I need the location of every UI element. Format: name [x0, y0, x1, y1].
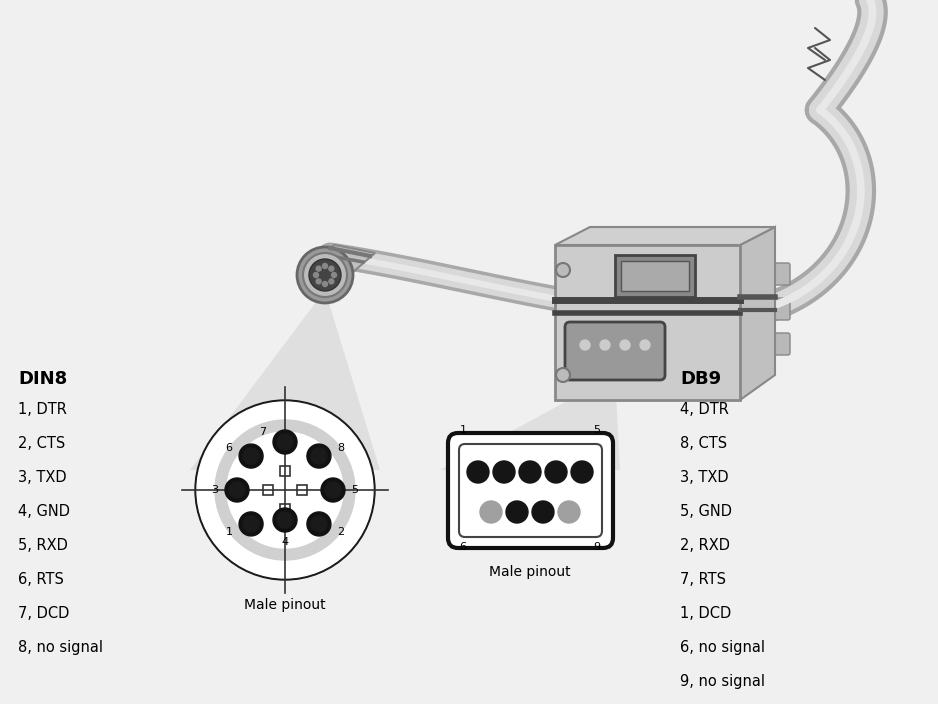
Circle shape	[506, 501, 528, 523]
Text: 6: 6	[460, 542, 466, 552]
Circle shape	[600, 340, 610, 350]
Circle shape	[195, 400, 375, 580]
Text: 2, RXD: 2, RXD	[680, 538, 730, 553]
Text: Male pinout: Male pinout	[244, 598, 325, 612]
Circle shape	[545, 461, 567, 483]
Circle shape	[323, 282, 327, 287]
Text: 4: 4	[281, 537, 289, 547]
Circle shape	[215, 420, 355, 560]
Text: 1, DCD: 1, DCD	[680, 606, 732, 621]
Circle shape	[313, 272, 319, 277]
Circle shape	[316, 266, 321, 271]
Circle shape	[329, 279, 334, 284]
Text: 4, DTR: 4, DTR	[680, 402, 729, 417]
Circle shape	[640, 340, 650, 350]
Text: 9: 9	[594, 542, 600, 552]
Circle shape	[321, 478, 345, 502]
Bar	[280, 504, 290, 514]
Circle shape	[325, 482, 341, 498]
Bar	[621, 261, 689, 291]
Circle shape	[243, 516, 259, 532]
Circle shape	[323, 263, 327, 268]
Circle shape	[239, 444, 263, 468]
Text: 8, no signal: 8, no signal	[18, 640, 103, 655]
Text: 4, GND: 4, GND	[18, 504, 70, 519]
Text: 7, RTS: 7, RTS	[680, 572, 726, 587]
Text: 1, DTR: 1, DTR	[18, 402, 67, 417]
Circle shape	[310, 516, 327, 532]
FancyBboxPatch shape	[758, 298, 790, 320]
Circle shape	[197, 402, 373, 578]
FancyBboxPatch shape	[555, 245, 740, 400]
Text: DIN8: DIN8	[18, 370, 68, 388]
Text: 3, TXD: 3, TXD	[18, 470, 67, 485]
Circle shape	[558, 501, 580, 523]
Text: 5, RXD: 5, RXD	[18, 538, 68, 553]
Text: 9, no signal: 9, no signal	[680, 674, 765, 689]
Text: 7, DCD: 7, DCD	[18, 606, 69, 621]
Text: 3: 3	[211, 485, 219, 495]
Circle shape	[493, 461, 515, 483]
Circle shape	[519, 461, 541, 483]
Circle shape	[239, 512, 263, 536]
Circle shape	[580, 340, 590, 350]
FancyBboxPatch shape	[758, 333, 790, 355]
Circle shape	[571, 461, 593, 483]
Circle shape	[229, 482, 245, 498]
FancyBboxPatch shape	[459, 444, 602, 537]
Bar	[615, 255, 695, 297]
Text: 8: 8	[338, 443, 344, 453]
FancyBboxPatch shape	[758, 263, 790, 285]
Circle shape	[243, 448, 259, 464]
Circle shape	[532, 501, 554, 523]
Text: 5: 5	[352, 485, 358, 495]
Text: 5: 5	[594, 425, 600, 435]
Circle shape	[277, 434, 293, 450]
Polygon shape	[440, 375, 620, 470]
Polygon shape	[305, 245, 375, 279]
Text: 8, CTS: 8, CTS	[680, 436, 727, 451]
Text: 1: 1	[225, 527, 233, 537]
Circle shape	[307, 512, 331, 536]
Bar	[280, 466, 290, 476]
Circle shape	[303, 253, 347, 297]
Circle shape	[277, 512, 293, 528]
Circle shape	[310, 448, 327, 464]
Text: 6, no signal: 6, no signal	[680, 640, 765, 655]
FancyBboxPatch shape	[448, 433, 613, 548]
Polygon shape	[190, 290, 380, 470]
Circle shape	[620, 340, 630, 350]
Circle shape	[556, 263, 570, 277]
Circle shape	[225, 478, 249, 502]
Polygon shape	[740, 227, 775, 400]
Circle shape	[329, 266, 334, 271]
Text: DB9: DB9	[680, 370, 721, 388]
Text: 2: 2	[338, 527, 344, 537]
FancyBboxPatch shape	[565, 322, 665, 380]
Circle shape	[273, 508, 297, 532]
Text: Male pinout: Male pinout	[490, 565, 571, 579]
Text: 1: 1	[460, 425, 466, 435]
Circle shape	[273, 430, 297, 454]
Circle shape	[297, 247, 353, 303]
Circle shape	[331, 272, 337, 277]
Text: 2, CTS: 2, CTS	[18, 436, 66, 451]
Circle shape	[309, 259, 341, 291]
Text: 3, TXD: 3, TXD	[680, 470, 729, 485]
Bar	[297, 485, 307, 495]
Circle shape	[316, 279, 321, 284]
Bar	[263, 485, 273, 495]
Circle shape	[227, 432, 343, 548]
Text: 6, RTS: 6, RTS	[18, 572, 64, 587]
Circle shape	[556, 368, 570, 382]
Circle shape	[467, 461, 489, 483]
Circle shape	[480, 501, 502, 523]
Text: 7: 7	[260, 427, 266, 437]
Text: 5, GND: 5, GND	[680, 504, 732, 519]
Circle shape	[307, 444, 331, 468]
Polygon shape	[555, 227, 775, 245]
Text: 6: 6	[225, 443, 233, 453]
